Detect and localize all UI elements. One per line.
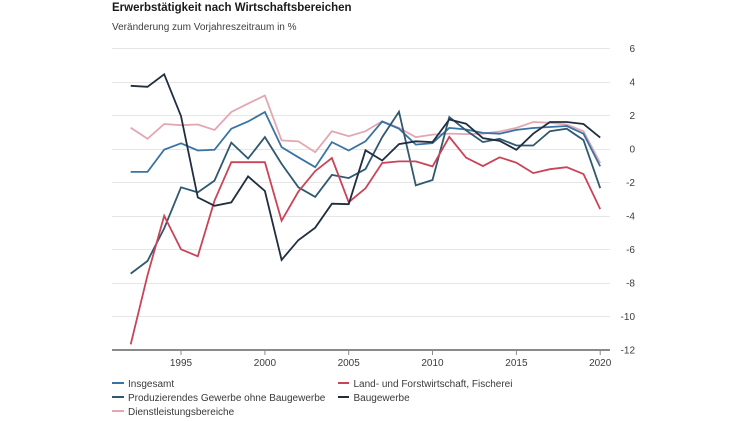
svg-text:-2: -2: [626, 178, 635, 189]
svg-text:-4: -4: [626, 212, 635, 223]
svg-text:2005: 2005: [338, 358, 361, 369]
svg-text:2020: 2020: [589, 358, 612, 369]
svg-text:-6: -6: [626, 245, 635, 256]
svg-text:2: 2: [629, 111, 635, 122]
svg-text:-12: -12: [621, 346, 636, 357]
svg-text:2015: 2015: [505, 358, 528, 369]
svg-text:4: 4: [629, 78, 635, 89]
svg-text:0: 0: [629, 145, 635, 156]
svg-text:1995: 1995: [170, 358, 193, 369]
svg-text:-10: -10: [621, 312, 636, 323]
svg-text:-8: -8: [626, 279, 635, 290]
svg-text:2000: 2000: [254, 358, 277, 369]
svg-text:2010: 2010: [421, 358, 444, 369]
svg-text:6: 6: [629, 44, 635, 55]
